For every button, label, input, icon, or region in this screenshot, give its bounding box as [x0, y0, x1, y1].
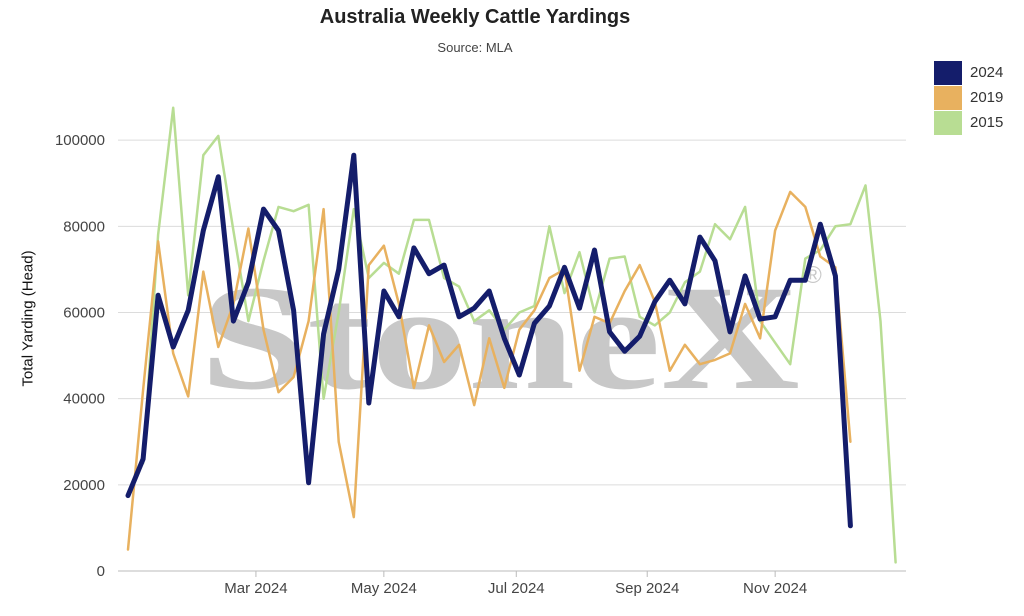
- y-tick-label: 40000: [63, 391, 105, 408]
- series-line-2019: [126, 190, 852, 551]
- x-tick-label: Nov 2024: [743, 580, 807, 597]
- x-axis: Mar 2024 May 2024 Jul 2024 Sep 2024 Nov 2024: [224, 571, 807, 597]
- legend-item-2024[interactable]: 2024: [934, 60, 1003, 85]
- legend-swatch-2015: [934, 110, 962, 135]
- y-axis: 0 20000 40000 60000 80000 100000: [55, 132, 105, 580]
- chart-title: Australia Weekly Cattle Yardings: [319, 6, 631, 28]
- chart-subtitle: Source: MLA: [437, 40, 513, 55]
- y-tick-label: 60000: [63, 304, 105, 321]
- legend-swatch-2019: [934, 85, 962, 110]
- x-tick-label: Jul 2024: [488, 580, 545, 597]
- y-tick-label: 0: [97, 563, 105, 580]
- x-tick-label: Mar 2024: [224, 580, 287, 597]
- series-line-2015: [141, 106, 897, 564]
- y-tick-label: 80000: [63, 218, 105, 235]
- legend-label-2015: 2015: [970, 114, 1004, 131]
- y-tick-label: 20000: [63, 477, 105, 494]
- x-tick-label: May 2024: [351, 580, 417, 597]
- watermark: StoneX ®: [200, 255, 822, 421]
- legend-item-2015[interactable]: 2015: [934, 110, 1003, 135]
- legend-item-2019[interactable]: 2019: [934, 85, 1003, 110]
- series-lines: [125, 106, 897, 564]
- legend-label-2024: 2024: [970, 64, 1004, 81]
- y-tick-label: 100000: [55, 132, 105, 149]
- series-line-2024: [125, 152, 853, 529]
- legend-label-2019: 2019: [970, 89, 1004, 106]
- legend: 2024 2019 2015: [934, 60, 1003, 135]
- x-tick-label: Sep 2024: [615, 580, 679, 597]
- legend-swatch-2024: [934, 60, 962, 85]
